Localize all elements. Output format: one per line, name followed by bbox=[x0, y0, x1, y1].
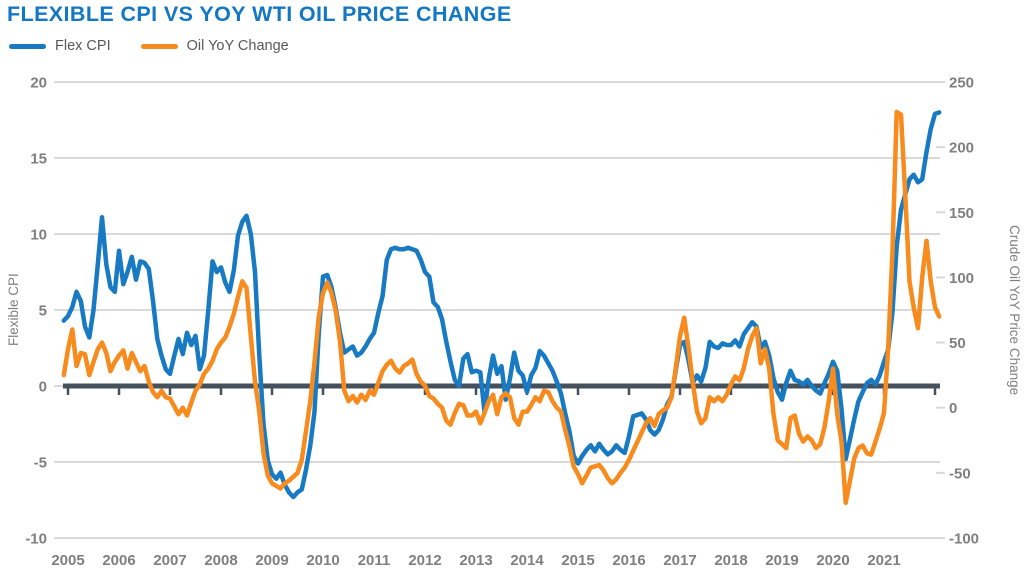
left-axis-tick-label: 0 bbox=[39, 379, 47, 396]
x-axis-year-label: 2005 bbox=[51, 552, 84, 569]
legend-label-oil-yoy: Oil YoY Change bbox=[186, 38, 289, 54]
right-axis-tick-label: 100 bbox=[949, 270, 974, 287]
x-axis-year-label: 2010 bbox=[306, 552, 339, 569]
left-axis-tick-label: -5 bbox=[34, 455, 47, 472]
x-axis-year-label: 2007 bbox=[153, 552, 186, 569]
legend-item-oil-yoy: Oil YoY Change bbox=[140, 38, 289, 54]
legend-label-flex-cpi: Flex CPI bbox=[55, 38, 111, 54]
left-axis-tick-label: 20 bbox=[30, 75, 47, 92]
left-axis-tick-label: 10 bbox=[30, 227, 47, 244]
x-axis-year-label: 2016 bbox=[612, 552, 645, 569]
x-axis-year-label: 2018 bbox=[714, 552, 747, 569]
left-axis-title: Flexible CPI bbox=[6, 273, 21, 347]
x-axis-year-label: 2019 bbox=[765, 552, 798, 569]
x-axis-year-label: 2020 bbox=[816, 552, 849, 569]
x-axis-year-label: 2014 bbox=[510, 552, 544, 569]
x-axis-year-label: 2013 bbox=[459, 552, 492, 569]
right-axis-tick-label: 0 bbox=[949, 400, 957, 417]
flex-cpi-line-swatch bbox=[9, 43, 46, 49]
x-axis-year-label: 2011 bbox=[358, 552, 391, 569]
legend-item-flex-cpi: Flex CPI bbox=[9, 38, 111, 54]
right-axis-tick-label: 200 bbox=[949, 140, 974, 157]
x-axis-year-label: 2008 bbox=[204, 552, 237, 569]
right-axis-tick-label: 250 bbox=[949, 75, 974, 92]
x-axis-year-label: 2021 bbox=[867, 552, 900, 569]
x-axis-year-label: 2017 bbox=[663, 552, 696, 569]
oil-yoy-line bbox=[61, 109, 942, 506]
legend: Flex CPI Oil YoY Change bbox=[9, 38, 289, 54]
x-axis-year-label: 2006 bbox=[102, 552, 135, 569]
flex-cpi-line bbox=[61, 110, 942, 500]
left-axis-tick-label: 15 bbox=[30, 151, 47, 168]
chart-title: FLEXIBLE CPI VS YOY WTI OIL PRICE CHANGE bbox=[7, 2, 512, 26]
x-axis-year-label: 2012 bbox=[408, 552, 441, 569]
right-axis-tick-label: 150 bbox=[949, 205, 974, 222]
left-axis-tick-label: 5 bbox=[39, 303, 47, 320]
right-axis-tick-label: -50 bbox=[949, 465, 971, 482]
left-axis-tick-label: -10 bbox=[25, 531, 47, 548]
oil-yoy-line-swatch bbox=[140, 43, 178, 49]
x-axis-year-label: 2015 bbox=[561, 552, 594, 569]
right-axis-tick-label: -100 bbox=[949, 531, 979, 548]
right-axis-title: Crude Oil YoY Price Change bbox=[1007, 224, 1022, 396]
x-axis-year-label: 2009 bbox=[255, 552, 288, 569]
right-axis-tick-label: 50 bbox=[949, 335, 966, 352]
